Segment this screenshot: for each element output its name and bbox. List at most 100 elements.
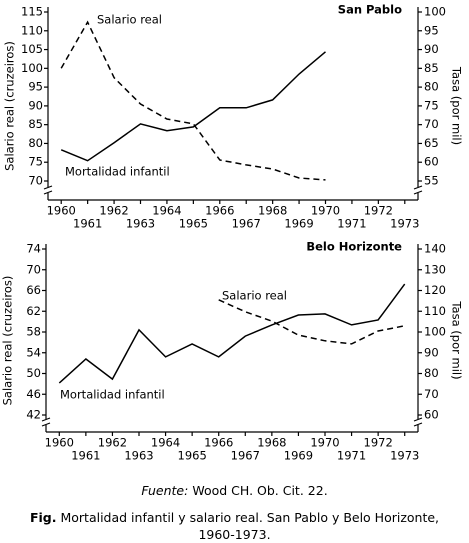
x-tick-label: 1960 <box>47 204 76 218</box>
caption-text: Mortalidad infantil y salario real. San … <box>60 510 440 542</box>
axis-break <box>43 185 53 190</box>
axis-break <box>41 417 51 422</box>
y-tick-label: 75 <box>28 155 43 169</box>
x-tick-label: 1971 <box>337 217 366 231</box>
y-tick-label: 50 <box>26 366 41 380</box>
x-tick-label: 1965 <box>179 217 208 231</box>
x-tick-label: 1960 <box>45 436 74 450</box>
y2-tick-label: 80 <box>424 366 439 380</box>
x-tick-label: 1968 <box>257 436 286 450</box>
x-tick-label: 1973 <box>390 449 419 461</box>
series-line <box>58 283 406 384</box>
y2-tick-label: 90 <box>424 42 439 56</box>
y-tick-label: 74 <box>26 242 41 256</box>
series-line <box>218 299 405 345</box>
axis-break <box>413 190 423 195</box>
y2-tick-label: 100 <box>424 5 446 19</box>
series-label: Salario real <box>222 289 287 303</box>
y2-axis-label: Tasa (por mil) <box>450 66 464 145</box>
axis-break-gap <box>415 419 421 425</box>
y-tick-label: 115 <box>21 5 43 19</box>
y-tick-label: 80 <box>28 136 43 150</box>
y-tick-label: 66 <box>26 283 41 297</box>
x-tick-label: 1966 <box>205 204 234 218</box>
x-tick-label: 1964 <box>152 204 181 218</box>
axis-break <box>413 422 423 427</box>
y2-tick-label: 140 <box>424 242 446 256</box>
y-tick-label: 100 <box>21 61 43 75</box>
series-label: Mortalidad infantil <box>60 388 165 402</box>
caption-label: Fig. <box>29 510 57 525</box>
y2-tick-label: 70 <box>424 117 439 131</box>
axis-break-gap <box>45 187 51 193</box>
y2-tick-label: 95 <box>424 23 439 37</box>
chart-title: Belo Horizonte <box>306 240 402 254</box>
x-tick-label: 1962 <box>98 436 127 450</box>
series-label: Mortalidad infantil <box>65 165 170 179</box>
y2-tick-label: 85 <box>424 61 439 75</box>
x-tick-label: 1967 <box>231 449 260 461</box>
x-tick-label: 1965 <box>178 449 207 461</box>
chart-title: San Pablo <box>338 3 402 17</box>
y2-tick-label: 60 <box>424 408 439 422</box>
x-tick-label: 1970 <box>311 204 340 218</box>
y2-tick-label: 70 <box>424 387 439 401</box>
x-tick-label: 1964 <box>151 436 180 450</box>
y2-tick-label: 75 <box>424 98 439 112</box>
y2-tick-label: 110 <box>424 304 446 318</box>
y-tick-label: 70 <box>28 174 43 188</box>
axis-break-gap <box>43 419 49 425</box>
y-tick-label: 110 <box>21 23 43 37</box>
series-line <box>60 20 326 181</box>
y-tick-label: 42 <box>26 408 41 422</box>
y-tick-label: 70 <box>26 262 41 276</box>
y2-tick-label: 55 <box>424 174 439 188</box>
y2-tick-label: 80 <box>424 80 439 94</box>
axis-break <box>41 422 51 427</box>
x-tick-label: 1963 <box>124 449 153 461</box>
charts: San Pablo Salario real (cruzeiros) Tasa (p… <box>1 3 464 461</box>
x-tick-label: 1967 <box>232 217 261 231</box>
source-text: Wood CH. Ob. Cit. 22. <box>192 483 328 498</box>
x-tick-label: 1962 <box>99 204 128 218</box>
x-tick-label: 1972 <box>364 204 393 218</box>
x-tick-label: 1961 <box>73 217 102 231</box>
x-tick-label: 1973 <box>390 217 419 231</box>
y-tick-label: 95 <box>28 80 43 94</box>
y-tick-label: 85 <box>28 117 43 131</box>
axis-break <box>413 417 423 422</box>
axis-break-gap <box>415 187 421 193</box>
y2-tick-label: 60 <box>424 155 439 169</box>
y2-tick-label: 65 <box>424 136 439 150</box>
series-line <box>60 51 326 162</box>
x-tick-label: 1969 <box>284 217 313 231</box>
y-tick-label: 54 <box>26 345 41 359</box>
y2-tick-label: 90 <box>424 345 439 359</box>
y-tick-label: 62 <box>26 304 41 318</box>
x-tick-label: 1971 <box>337 449 366 461</box>
y2-tick-label: 100 <box>424 325 446 339</box>
y2-tick-label: 120 <box>424 283 446 297</box>
x-tick-label: 1968 <box>258 204 287 218</box>
x-tick-label: 1963 <box>126 217 155 231</box>
x-tick-label: 1966 <box>204 436 233 450</box>
x-tick-label: 1961 <box>71 449 100 461</box>
caption: Fig. Mortalidad infantil y salario real.… <box>10 509 459 543</box>
series-label: Salario real <box>97 13 162 27</box>
y-tick-label: 58 <box>26 325 41 339</box>
y2-axis-label: Tasa (por mil) <box>450 300 464 379</box>
axis-break <box>43 190 53 195</box>
x-tick-label: 1972 <box>364 436 393 450</box>
y-axis-label: Salario real (cruzeiros) <box>3 41 17 171</box>
x-tick-label: 1969 <box>284 449 313 461</box>
y2-tick-label: 130 <box>424 262 446 276</box>
axis-break <box>413 185 423 190</box>
y-tick-label: 105 <box>21 42 43 56</box>
source: Fuente: Wood CH. Ob. Cit. 22. <box>10 482 459 499</box>
source-label: Fuente: <box>141 483 189 498</box>
y-tick-label: 90 <box>28 98 43 112</box>
x-tick-label: 1970 <box>310 436 339 450</box>
y-axis-label: Salario real (cruzeiros) <box>1 276 15 406</box>
y-tick-label: 46 <box>26 387 41 401</box>
